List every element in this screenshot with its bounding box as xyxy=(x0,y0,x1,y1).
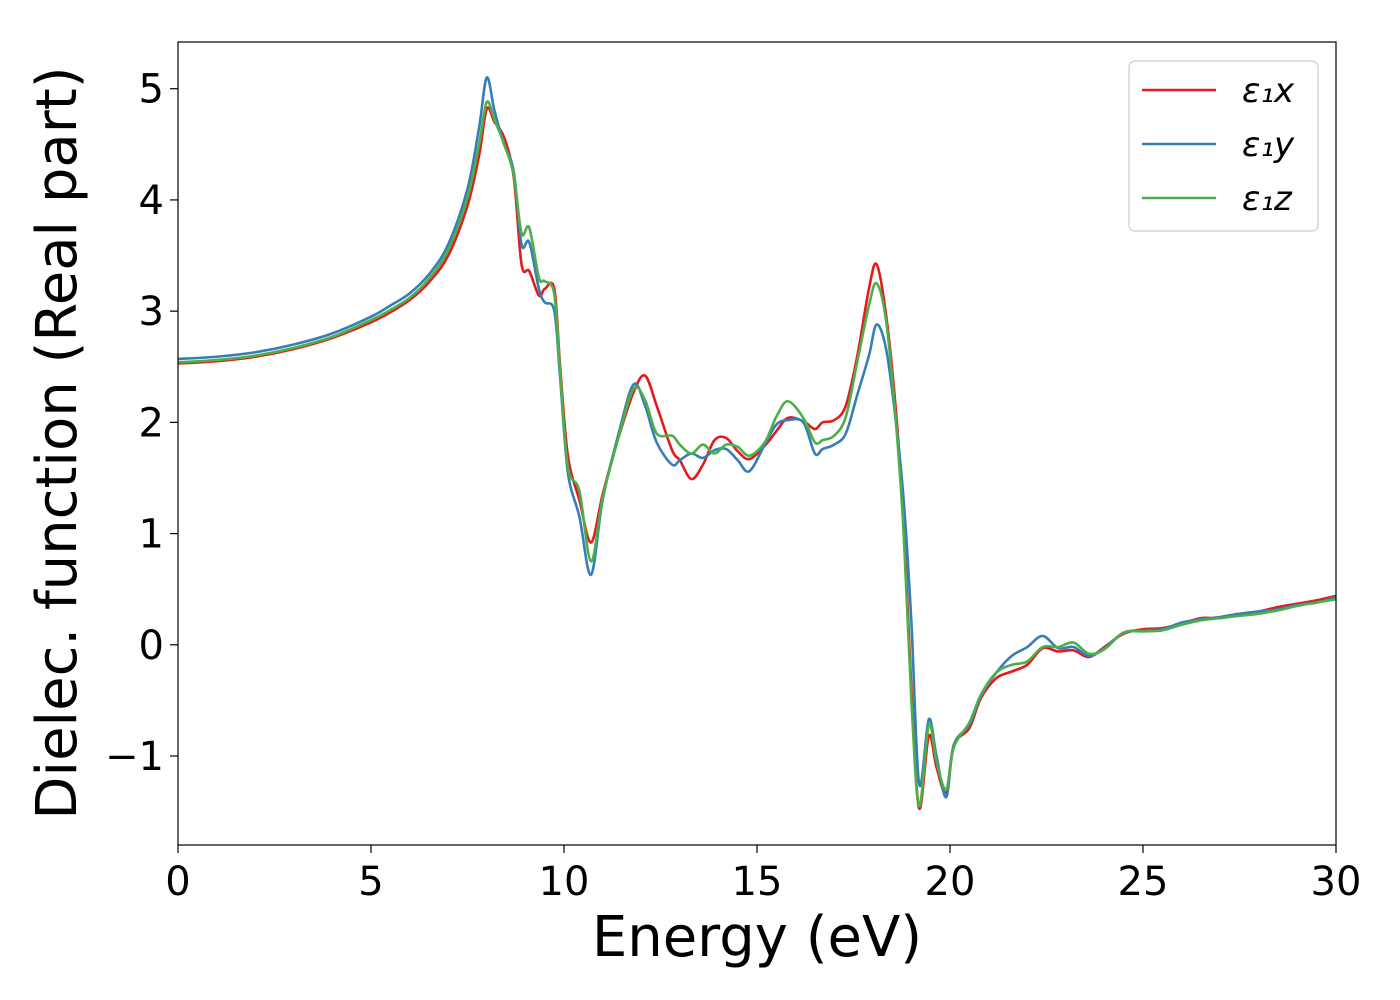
y-tick-label: 4 xyxy=(139,178,164,224)
x-axis: 0 5 10 15 20 25 30 xyxy=(165,845,1361,905)
y-tick-label: 5 xyxy=(139,67,164,113)
legend-label-1: ε₁y xyxy=(1242,125,1295,165)
y-tick-label: 2 xyxy=(139,400,164,446)
x-axis-title: Energy (eV) xyxy=(592,905,922,970)
series-line-2 xyxy=(178,100,1336,808)
series-layer xyxy=(178,76,1336,810)
x-tick-label: 5 xyxy=(358,859,383,905)
y-axis-title: Dielec. function (Real part) xyxy=(25,66,90,819)
legend: ε₁x ε₁y ε₁z xyxy=(1128,60,1319,232)
y-tick-label: 1 xyxy=(139,512,164,558)
x-tick-label: 30 xyxy=(1311,859,1362,905)
y-tick-label: −1 xyxy=(105,734,164,780)
legend-label-2: ε₁z xyxy=(1242,179,1293,219)
legend-label-0: ε₁x xyxy=(1242,71,1295,111)
x-tick-label: 10 xyxy=(539,859,590,905)
x-tick-label: 20 xyxy=(925,859,976,905)
legend-box xyxy=(1128,60,1319,232)
x-tick-label: 0 xyxy=(165,859,190,905)
x-tick-label: 15 xyxy=(732,859,783,905)
y-tick-label: 0 xyxy=(139,623,164,669)
y-axis: −1 0 1 2 3 4 5 xyxy=(105,67,178,780)
y-tick-label: 3 xyxy=(139,289,164,335)
x-tick-label: 25 xyxy=(1118,859,1169,905)
